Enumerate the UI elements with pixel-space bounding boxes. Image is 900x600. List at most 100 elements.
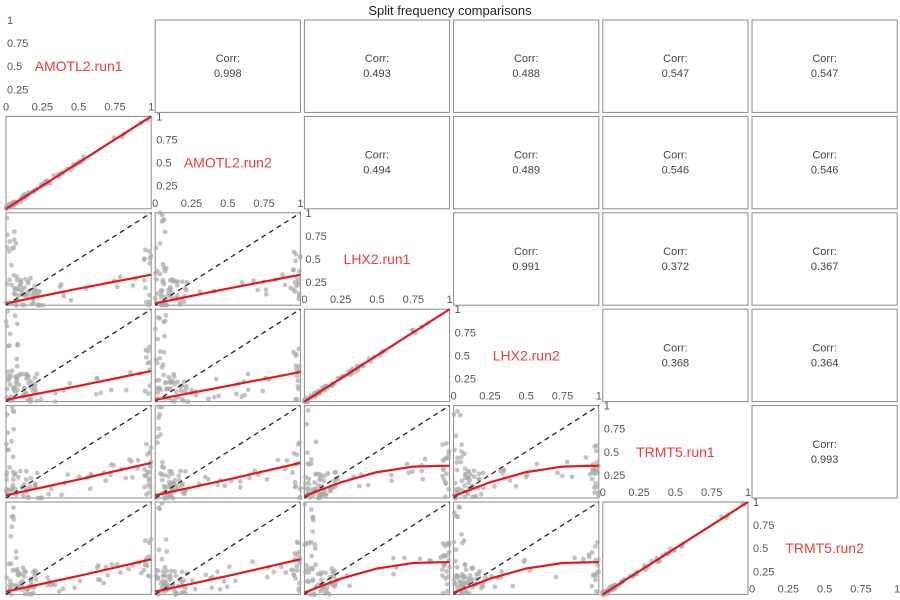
data-point [264, 477, 270, 482]
data-point [12, 389, 18, 395]
x-tick-label: 0 [749, 583, 755, 595]
data-point [294, 563, 300, 569]
data-point [357, 483, 362, 489]
reference-line [154, 308, 301, 403]
data-point [297, 486, 303, 492]
data-point [154, 291, 160, 296]
data-point [160, 459, 165, 465]
panel-frame [303, 115, 451, 210]
data-point [22, 276, 28, 282]
data-point [592, 444, 598, 449]
data-point [34, 398, 40, 404]
fit-line [303, 308, 451, 403]
data-point [534, 461, 540, 467]
data-point [34, 470, 40, 476]
data-point [153, 245, 159, 251]
data-point [445, 574, 451, 580]
data-point [155, 576, 161, 581]
data-point [157, 271, 163, 277]
data-points [451, 408, 601, 501]
corr-value: 0.998 [214, 68, 242, 80]
data-point [303, 541, 309, 546]
x-tick-label: 0 [451, 391, 457, 403]
panel-frame [453, 212, 600, 306]
data-point [9, 368, 15, 374]
panel-frame [154, 19, 301, 113]
data-point [167, 284, 173, 290]
data-point [594, 448, 599, 454]
data-point [21, 302, 27, 308]
data-point [103, 564, 109, 570]
data-points [153, 501, 303, 597]
data-point [467, 573, 473, 578]
data-point [311, 592, 317, 597]
data-point [304, 450, 310, 455]
reference-line [304, 501, 450, 595]
data-point [444, 471, 449, 477]
variable-label: TRMT5.run1 [636, 444, 715, 460]
y-tick-label: 1 [305, 208, 311, 220]
data-point [6, 561, 12, 567]
data-point [161, 483, 167, 489]
y-tick-label: 0.25 [7, 84, 28, 96]
data-point [4, 470, 10, 475]
data-point [553, 574, 559, 580]
data-point [126, 566, 131, 572]
data-point [23, 476, 29, 482]
data-point [28, 475, 34, 481]
data-point [451, 539, 457, 545]
data-point [331, 478, 337, 484]
data-point [145, 348, 151, 354]
data-point [303, 474, 308, 480]
data-point [296, 268, 302, 274]
data-point [142, 484, 148, 490]
panel-frame [751, 115, 898, 210]
corr-label: Corr: [365, 150, 389, 162]
data-point [25, 293, 30, 298]
data-point [10, 408, 16, 414]
data-point [446, 486, 452, 492]
data-point [293, 353, 299, 358]
fit-line [5, 273, 152, 305]
data-point [593, 577, 598, 583]
data-point [264, 574, 270, 580]
data-point [217, 586, 223, 592]
data-point [38, 396, 44, 402]
data-point [527, 568, 533, 573]
reference-line [453, 405, 600, 499]
data-point [315, 495, 321, 501]
data-point [292, 551, 298, 556]
data-point [144, 441, 149, 447]
data-point [13, 549, 19, 554]
corr-label: Corr: [812, 150, 836, 162]
data-point [27, 484, 33, 490]
data-point [317, 588, 323, 594]
data-point [4, 575, 9, 581]
y-tick-label: 0.5 [156, 158, 171, 170]
data-point [48, 582, 53, 588]
data-point [29, 301, 35, 307]
data-point [160, 569, 166, 574]
data-point [5, 309, 10, 314]
data-point [304, 562, 310, 568]
data-point [142, 388, 148, 394]
corr-value: 0.993 [811, 454, 839, 466]
data-point [297, 580, 302, 586]
data-point [457, 412, 463, 418]
data-point [7, 331, 13, 337]
data-point [9, 282, 14, 288]
data-point [160, 261, 166, 267]
data-point [452, 447, 457, 453]
data-point [108, 387, 114, 393]
data-point [451, 510, 457, 515]
data-point [245, 387, 251, 393]
data-point [157, 241, 163, 246]
data-point [23, 390, 29, 396]
data-point [419, 468, 425, 474]
data-point [30, 389, 36, 394]
data-point [459, 449, 464, 454]
y-tick-label: 0.5 [753, 543, 768, 555]
data-point [422, 456, 428, 462]
data-point [247, 475, 252, 481]
data-point [476, 471, 482, 477]
